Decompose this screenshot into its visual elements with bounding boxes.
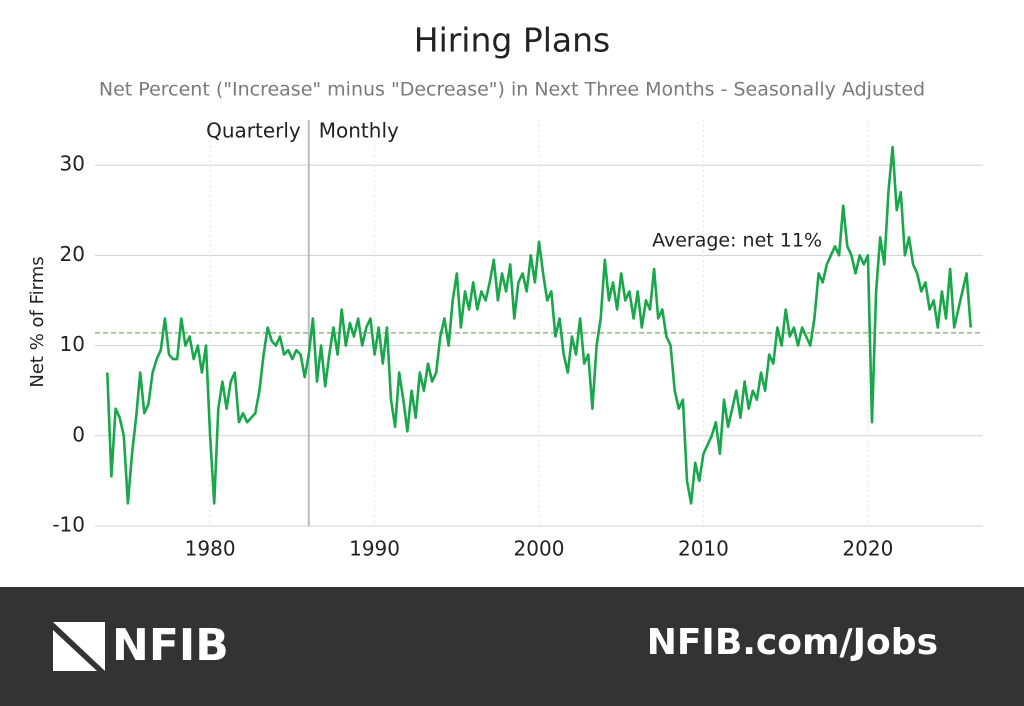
x-tick-label: 1990 xyxy=(349,537,400,561)
footer-logo: NFIB xyxy=(112,620,229,671)
logo-icon xyxy=(53,622,105,671)
y-tick-label: 30 xyxy=(60,152,85,176)
footer-band xyxy=(0,587,1024,706)
logo-shape xyxy=(53,622,105,671)
chart-subtitle: Net Percent ("Increase" minus "Decrease"… xyxy=(99,79,925,101)
average-label: Average: net 11% xyxy=(652,230,822,252)
plot-area: -10 0 10 20 30 1980 1990 2000 2010 2020 Quarterly M… xyxy=(52,119,983,561)
y-tick-label: 0 xyxy=(72,422,85,446)
data-line xyxy=(106,145,972,505)
footer-url: NFIB.com/Jobs xyxy=(647,622,938,663)
x-tick-label: 2000 xyxy=(514,537,565,561)
x-tick-label: 2020 xyxy=(842,537,893,561)
y-tick-label: 20 xyxy=(60,242,85,266)
x-tick-label: 2010 xyxy=(678,537,729,561)
divider-label: Monthly xyxy=(319,119,399,143)
y-tick-label: 10 xyxy=(60,332,85,356)
x-tick-label: 1980 xyxy=(185,537,236,561)
chart-title: Hiring Plans xyxy=(414,21,610,60)
logo-shape xyxy=(53,630,97,671)
y-axis-label: Net % of Firms xyxy=(27,256,48,387)
y-tick-label: -10 xyxy=(52,513,85,537)
divider-label: Quarterly xyxy=(206,119,301,143)
